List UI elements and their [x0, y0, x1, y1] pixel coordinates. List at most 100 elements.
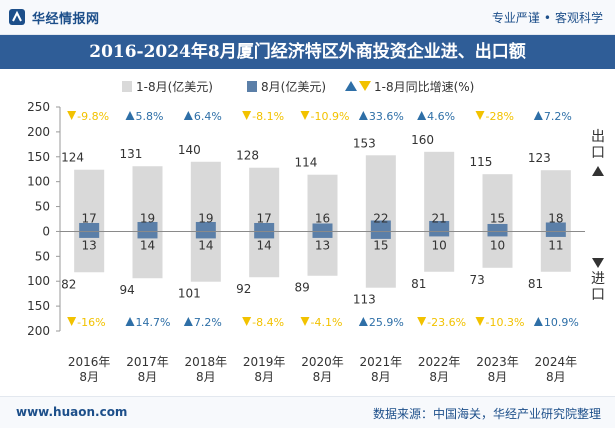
x-tick-label: 8月 [371, 370, 391, 384]
footer-website: www.huaon.com [16, 405, 128, 419]
label-import-monthly: 10 [432, 238, 447, 252]
x-tick-label: 8月 [313, 370, 333, 384]
label-export-cumulative: 123 [528, 151, 551, 165]
export-growth-label: -10.9% [311, 110, 350, 123]
bar-monthly [137, 221, 158, 239]
label-export-monthly: 17 [82, 211, 97, 225]
y-tick-label: 100 [27, 274, 50, 288]
export-growth-label: -8.1% [252, 110, 284, 123]
label-import-monthly: 14 [140, 238, 155, 252]
export-growth-up-icon [125, 111, 135, 120]
y-tick-label: 100 [27, 175, 50, 189]
label-import-monthly: 11 [548, 238, 563, 252]
bar-cumulative [482, 174, 513, 268]
import-growth-label: 25.9% [369, 316, 404, 329]
bar-cumulative [190, 161, 221, 282]
footer-source: 数据来源：中国海关，华经产业研究院整理 [372, 407, 601, 421]
side-label-import: 进 [591, 271, 605, 287]
bar-monthly [195, 221, 216, 239]
export-arrow-icon [592, 166, 604, 176]
bar-monthly [312, 223, 333, 238]
label-import-monthly: 15 [373, 238, 388, 252]
footer: www.huaon.com 数据来源：中国海关，华经产业研究院整理 [0, 396, 615, 428]
import-growth-label: -4.1% [311, 316, 343, 329]
legend-label-cumulative: 1-8月(亿美元) [136, 79, 213, 94]
label-import-cumulative: 81 [411, 277, 426, 291]
label-export-monthly: 17 [257, 211, 272, 225]
label-export-monthly: 19 [140, 211, 155, 225]
label-export-cumulative: 160 [411, 133, 434, 147]
label-export-cumulative: 128 [236, 149, 259, 163]
x-tick-label: 8月 [138, 370, 158, 384]
x-tick-label: 8月 [429, 370, 449, 384]
x-tick-label: 2019年 [243, 355, 286, 369]
export-growth-label: 5.8% [136, 110, 164, 123]
label-import-cumulative: 89 [295, 281, 310, 295]
import-growth-up-icon [183, 317, 193, 326]
export-growth-label: 33.6% [369, 110, 404, 123]
x-tick-label: 2022年 [418, 355, 461, 369]
label-export-monthly: 16 [315, 211, 330, 225]
import-growth-down-icon [300, 317, 310, 326]
label-import-cumulative: 92 [236, 282, 251, 296]
label-import-cumulative: 101 [178, 287, 201, 301]
legend-down-triangle-icon [359, 81, 371, 91]
export-growth-label: 7.2% [544, 110, 572, 123]
y-tick-label: 250 [27, 100, 50, 114]
x-tick-label: 2020年 [301, 355, 344, 369]
bar-cumulative [249, 167, 280, 278]
label-export-cumulative: 114 [295, 156, 318, 170]
x-tick-label: 2016年 [68, 355, 111, 369]
label-import-monthly: 13 [82, 238, 97, 252]
y-tick-label: 150 [27, 150, 50, 164]
slogan-dot-icon: • [543, 11, 551, 25]
export-growth-down-icon [475, 111, 485, 120]
x-tick-label: 8月 [79, 370, 99, 384]
import-growth-label: -23.6% [427, 316, 466, 329]
x-tick-label: 2024年 [535, 355, 578, 369]
slogan: 专业严谨 • 客观科学 [492, 9, 603, 26]
import-growth-label: -16% [77, 316, 105, 329]
bar-monthly [254, 222, 275, 239]
x-tick-label: 2018年 [185, 355, 228, 369]
import-growth-down-icon [67, 317, 77, 326]
import-growth-label: 7.2% [194, 316, 222, 329]
export-growth-label: -9.8% [77, 110, 109, 123]
import-growth-down-icon [475, 317, 485, 326]
y-tick-label: 150 [27, 299, 50, 313]
label-import-monthly: 14 [257, 238, 272, 252]
bar-cumulative [74, 169, 105, 273]
export-growth-down-icon [242, 111, 252, 120]
side-label-export: 出 [591, 129, 605, 145]
import-growth-label: -10.3% [486, 316, 525, 329]
export-growth-up-icon [417, 111, 427, 120]
import-growth-down-icon [242, 317, 252, 326]
export-growth-label: -28% [486, 110, 514, 123]
legend-label-growth: 1-8月同比增速(%) [374, 80, 474, 94]
label-import-cumulative: 73 [470, 273, 485, 287]
label-export-cumulative: 153 [353, 136, 376, 150]
huajing-logo-icon [9, 9, 25, 25]
label-import-monthly: 10 [490, 238, 505, 252]
export-growth-up-icon [358, 111, 368, 120]
side-label-export: 口 [591, 145, 605, 161]
bar-monthly [79, 222, 100, 238]
bar-monthly [545, 222, 566, 237]
label-export-cumulative: 124 [61, 151, 84, 165]
label-export-cumulative: 131 [120, 147, 143, 161]
x-tick-label: 8月 [488, 370, 508, 384]
y-tick-label: 200 [27, 324, 50, 338]
bar-cumulative [540, 170, 571, 272]
title-bar: 2016-2024年8月厦门经济特区外商投资企业进、出口额 [0, 35, 615, 69]
top-banner: 华经情报网 专业严谨 • 客观科学 [0, 0, 615, 35]
legend-label-monthly: 8月(亿美元) [261, 79, 326, 94]
side-label-import: 口 [591, 287, 605, 303]
label-export-cumulative: 140 [178, 143, 201, 157]
label-export-monthly: 19 [198, 211, 213, 225]
y-tick-label: 50 [35, 249, 50, 263]
label-export-monthly: 18 [548, 211, 563, 225]
label-export-monthly: 15 [490, 211, 505, 225]
y-tick-label: 50 [35, 200, 50, 214]
bar-cumulative [424, 151, 455, 272]
